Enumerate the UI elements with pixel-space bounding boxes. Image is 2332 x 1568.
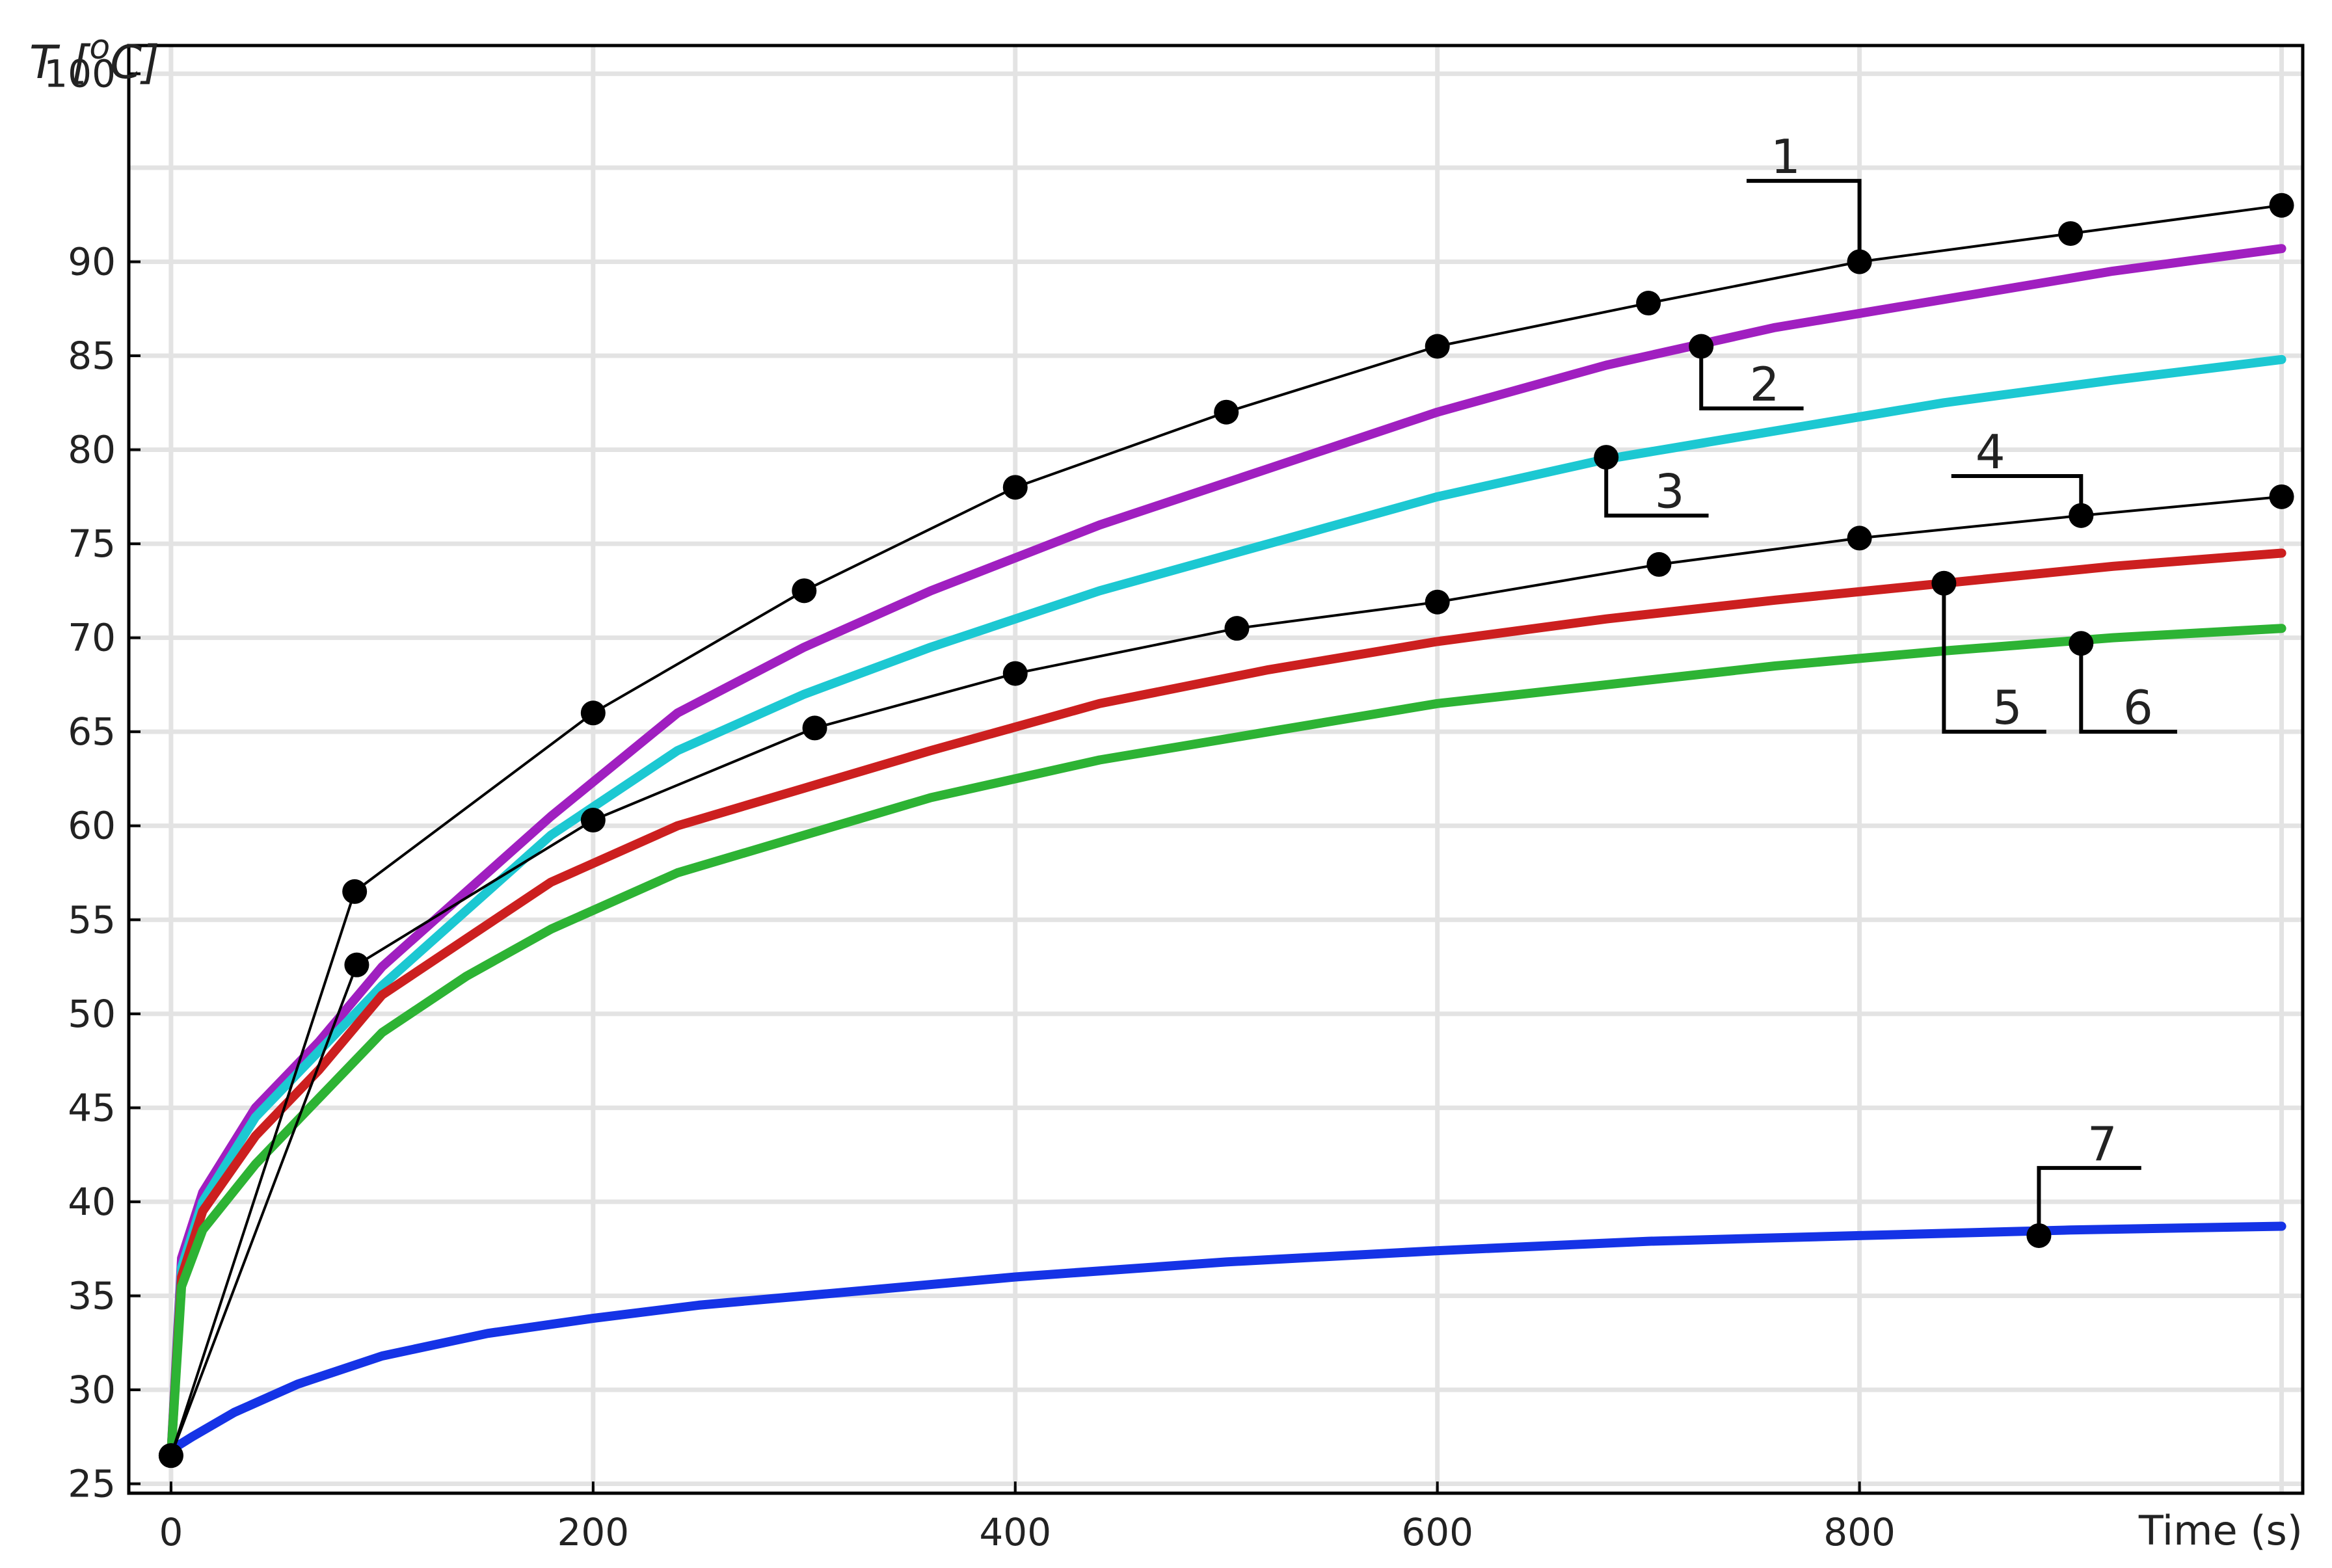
callout-leader: [1942, 583, 2046, 734]
callouts: 1 2 3 4 5 6 7: [1594, 129, 2177, 1248]
y-axis-title: T [oC]: [29, 28, 159, 89]
x-tick-label: 200: [557, 1510, 629, 1554]
data-point-1: [1002, 475, 1028, 500]
axis-ticks: 25 30 35 40 45 50 55 60 65 70 75 80 85 90 100 0 200 400 60…: [44, 51, 1896, 1554]
series-line-2: [166, 244, 2286, 1461]
callout-leader: [1747, 179, 1862, 262]
y-tick-label: 85: [68, 334, 116, 378]
y-tick-label: 40: [68, 1180, 116, 1224]
grid-lines: [129, 46, 2303, 1493]
data-point-4: [1425, 589, 1450, 615]
data-point-4: [1847, 525, 1872, 551]
series-markers: [158, 193, 2294, 1468]
x-tick-label: 600: [1401, 1510, 1473, 1554]
data-point-1: [342, 879, 368, 904]
callout-leader: [1699, 346, 1804, 410]
data-point-4: [158, 1443, 183, 1468]
data-point-1: [1636, 291, 1661, 316]
data-point-1: [580, 700, 606, 726]
series-line-7: [166, 1221, 2286, 1455]
series-lines: [166, 204, 2286, 1461]
y-tick-label: 35: [68, 1273, 116, 1318]
series-line-5: [166, 548, 2286, 1461]
x-tick-label: 0: [159, 1510, 183, 1554]
y-tick-label: 30: [68, 1368, 116, 1412]
data-point-4: [344, 952, 369, 977]
y-tick-label: 100: [44, 51, 116, 96]
data-point-4: [1646, 551, 1672, 577]
data-point-4: [1002, 661, 1028, 686]
y-tick-label: 60: [68, 804, 116, 848]
callout-leader: [1604, 457, 1709, 518]
y-tick-label: 50: [68, 992, 116, 1036]
callout-leader: [2079, 643, 2177, 734]
callout-label: 7: [2087, 1117, 2117, 1171]
x-axis-title: Time (s): [2138, 1507, 2303, 1554]
callout-label: 1: [1771, 129, 1801, 184]
callout-label: 4: [1976, 425, 2005, 479]
data-point-4: [580, 808, 606, 833]
data-point-1: [792, 578, 817, 604]
data-point-4: [2269, 484, 2294, 509]
data-point-4: [1224, 616, 1250, 641]
data-point-1: [2058, 221, 2084, 246]
y-tick-label: 65: [68, 710, 116, 754]
data-point-1: [1425, 334, 1450, 359]
callout-leader: [2037, 1165, 2141, 1236]
y-tick-label: 75: [68, 522, 116, 566]
series-line-6: [166, 624, 2286, 1461]
y-tick-label: 80: [68, 428, 116, 472]
y-tick-label: 90: [68, 239, 116, 284]
plot-frame: [127, 44, 2305, 1495]
data-point-1: [2269, 193, 2294, 218]
series-line-1: [169, 204, 2283, 1457]
data-point-1: [1214, 399, 1239, 425]
callout-label: 5: [1992, 680, 2022, 735]
callout-label: 2: [1750, 357, 1780, 412]
x-tick-label: 400: [979, 1510, 1051, 1554]
y-tick-label: 55: [68, 897, 116, 942]
callout-label: 3: [1655, 464, 1685, 519]
y-tick-label: 45: [68, 1085, 116, 1130]
callout-label: 6: [2123, 680, 2153, 735]
series-line-4: [169, 495, 2283, 1457]
data-point-4: [802, 715, 827, 741]
y-tick-label: 70: [68, 616, 116, 660]
x-tick-label: 800: [1823, 1510, 1896, 1554]
y-tick-label: 25: [68, 1462, 116, 1506]
callout-leader: [1951, 474, 2084, 516]
series-line-3: [166, 354, 2286, 1461]
